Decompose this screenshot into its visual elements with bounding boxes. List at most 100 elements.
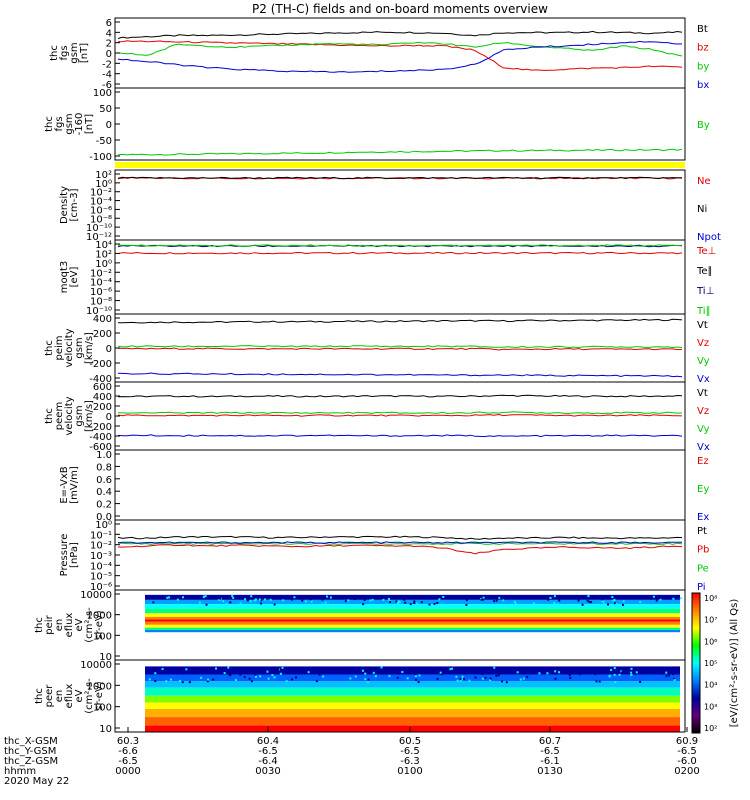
- y-axis-label: [nPa]: [69, 542, 80, 568]
- spectrogram-pixel: [229, 674, 232, 677]
- spectrogram-pixel: [389, 601, 392, 604]
- spectrogram-pixel: [185, 668, 188, 671]
- spectrogram-pixel: [413, 666, 416, 669]
- spectrogram-pixel: [149, 595, 152, 598]
- spectrogram-band: [145, 608, 680, 614]
- spectrogram-pixel: [516, 671, 519, 674]
- spectrogram-pixel: [231, 594, 234, 597]
- spectrogram-pixel: [333, 596, 336, 599]
- series-line-Vy: [117, 411, 683, 415]
- y-axis-label: peem: [54, 402, 65, 430]
- spectrogram-pixel: [269, 598, 272, 601]
- spectrogram-pixel: [154, 680, 157, 683]
- y-tick-label: 10⁻²: [90, 268, 112, 279]
- spectrogram-pixel: [396, 676, 399, 679]
- spectrogram-pixel: [285, 680, 288, 683]
- spectrogram-pixel: [254, 675, 257, 678]
- spectrogram-pixel: [176, 598, 179, 601]
- spectrogram-pixel: [481, 672, 484, 675]
- spectrogram-pixel: [378, 672, 381, 675]
- spectrogram-pixel: [345, 668, 348, 671]
- spectrogram-pixel: [290, 598, 293, 601]
- spectrogram-pixel: [392, 667, 395, 670]
- spectrogram-pixel: [481, 598, 484, 601]
- spectrogram-pixel: [481, 677, 484, 680]
- panel-2: 100 50 0 -50 -100 thc fgs gsm -160 [nT] By: [44, 87, 710, 163]
- y-tick-label: 0.6: [96, 475, 112, 486]
- y-tick-label: 10⁻⁶: [90, 205, 112, 216]
- spectrogram-pixel: [413, 602, 416, 605]
- y-axis-label: fgs: [59, 45, 70, 60]
- y-axis-label: peer: [44, 684, 55, 708]
- spectrogram-pixel: [200, 676, 203, 679]
- y-tick-label: 200: [93, 329, 112, 340]
- spectrogram-pixel: [212, 678, 215, 681]
- spectrogram-pixel: [253, 599, 256, 602]
- figure-title: P2 (TH-C) fields and on-board moments ov…: [252, 2, 548, 16]
- spectrogram-pixel: [303, 671, 306, 674]
- spectrogram-pixel: [169, 678, 172, 681]
- spectrogram-pixel: [381, 595, 384, 598]
- y-axis-label: moqt3: [59, 261, 70, 294]
- y-tick-label: -2: [102, 59, 112, 70]
- spectrogram-pixel: [538, 672, 541, 675]
- spectrogram-pixel: [301, 599, 304, 602]
- spectrogram-pixel: [436, 677, 439, 680]
- spectrogram-pixel: [558, 671, 561, 674]
- x-row-label: hhmm: [4, 766, 36, 777]
- spectrogram-pixel: [414, 595, 417, 598]
- spectrogram-pixel: [293, 596, 296, 599]
- spectrogram-pixel: [484, 676, 487, 679]
- spectrogram-pixel: [667, 674, 670, 677]
- y-tick-label: 50: [99, 104, 112, 115]
- spectrogram-pixel: [215, 667, 218, 670]
- y-tick-label: 1000: [87, 681, 112, 692]
- spectrogram-pixel: [414, 673, 417, 676]
- colorbar-label: [eV/(cm²-s-sr-eV)] (All Qs): [729, 599, 740, 728]
- spectrogram-pixel: [480, 598, 483, 601]
- status-bar: [115, 162, 685, 168]
- spectrogram-pixel: [521, 669, 524, 672]
- spectrogram-pixel: [404, 601, 407, 604]
- y-tick-label: -400: [89, 432, 112, 443]
- x-row-label: thc_X-GSM: [4, 736, 58, 747]
- x-row-label: thc_Z-GSM: [4, 756, 58, 767]
- spectrogram-pixel: [462, 678, 465, 681]
- spectrogram-pixel: [579, 673, 582, 676]
- spectrogram-pixel: [415, 678, 418, 681]
- spectrogram-pixel: [290, 678, 293, 681]
- spectrogram-pixel: [222, 600, 225, 603]
- spectrogram-pixel: [369, 599, 372, 602]
- spectrogram-pixel: [620, 671, 623, 674]
- spectrogram-band: [145, 709, 680, 718]
- spectrogram-pixel: [148, 678, 151, 681]
- x-tick-value: 60.9: [676, 736, 698, 747]
- spectrogram-pixel: [354, 598, 357, 601]
- legend-By: By: [697, 120, 710, 131]
- spectrogram-pixel: [553, 601, 556, 604]
- series-line-Vz: [117, 347, 683, 351]
- spectrogram-pixel: [374, 667, 377, 670]
- panel-frame: [114, 169, 686, 241]
- spectrogram-pixel: [309, 598, 312, 601]
- spectrogram-pixel: [503, 597, 506, 600]
- spectrogram-pixel: [158, 596, 161, 599]
- spectrogram-band: [145, 613, 680, 617]
- spectrogram-pixel: [234, 679, 237, 682]
- spectrogram-pixel: [589, 601, 592, 604]
- spectrogram-pixel: [594, 673, 597, 676]
- x-tick-value: -6.4: [258, 756, 278, 767]
- spectrogram-pixel: [362, 603, 365, 606]
- y-tick-label: 10⁻¹²: [86, 232, 112, 243]
- panel-frame: [114, 519, 686, 591]
- legend-Pt: Pt: [697, 526, 707, 537]
- spectrogram-pixel: [449, 668, 452, 671]
- spectrogram-pixel: [459, 678, 462, 681]
- spectrogram-pixel: [207, 678, 210, 681]
- spectrogram-pixel: [649, 597, 652, 600]
- spectrogram-pixel: [366, 681, 369, 684]
- legend-Ti∥: Ti∥: [696, 306, 711, 317]
- spectrogram-pixel: [634, 673, 637, 676]
- spectrogram-pixel: [273, 676, 276, 679]
